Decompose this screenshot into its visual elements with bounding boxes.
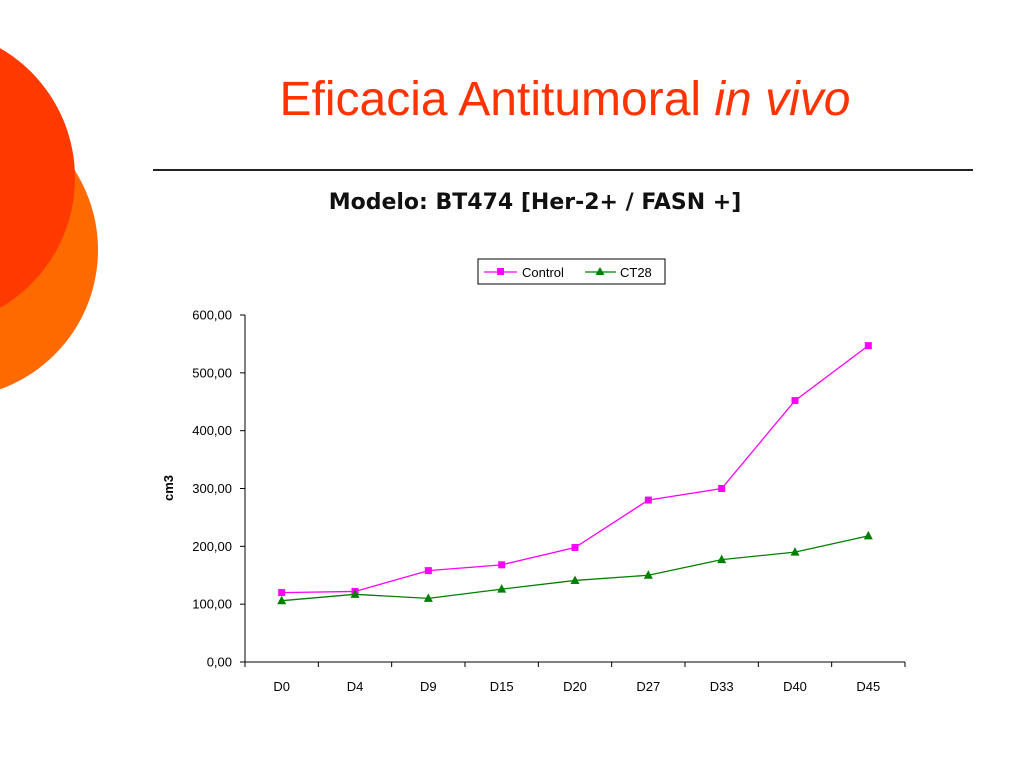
x-tick-label: D45 xyxy=(856,679,880,694)
title-divider xyxy=(153,169,973,171)
y-tick-label: 400,00 xyxy=(192,423,232,438)
data-point-ct28 xyxy=(277,595,287,605)
data-point-control xyxy=(718,485,726,492)
slide-title-main: Eficacia Antitumoral xyxy=(279,73,715,126)
data-point-control xyxy=(498,561,506,569)
data-point-control xyxy=(424,567,432,575)
data-point-ct28 xyxy=(497,584,507,593)
data-point-control xyxy=(644,496,652,504)
data-point-control xyxy=(278,589,286,597)
x-tick-label: D0 xyxy=(273,679,290,694)
x-tick-label: D4 xyxy=(347,679,364,694)
series-line-control xyxy=(281,345,869,594)
legend-ct28-marker xyxy=(595,267,605,275)
y-tick-label: 0,00 xyxy=(207,655,232,670)
x-tick-label: D33 xyxy=(710,679,734,694)
x-tick-label: D27 xyxy=(636,679,660,694)
chart-series xyxy=(277,342,873,605)
legend-box xyxy=(477,258,666,285)
data-point-ct28 xyxy=(423,593,433,602)
legend-control-label: Control xyxy=(522,265,564,280)
data-point-ct28 xyxy=(717,554,727,564)
data-point-ct28 xyxy=(570,575,580,584)
x-tick-label: D15 xyxy=(490,679,514,694)
chart-title: Modelo: BT474 [Her-2+ / FASN +] xyxy=(328,190,742,215)
chart-axes xyxy=(240,314,906,667)
data-point-ct28 xyxy=(790,547,800,556)
legend-ct28-label: CT28 xyxy=(620,265,652,280)
y-tick-label: 200,00 xyxy=(192,539,232,554)
y-tick-label: 600,00 xyxy=(192,308,232,323)
y-axis-title: cm3 xyxy=(161,475,176,501)
chart-legend: Control CT28 xyxy=(477,258,666,285)
y-tick-label: 300,00 xyxy=(192,481,232,496)
x-tick-label: D9 xyxy=(420,679,437,694)
data-point-ct28 xyxy=(350,589,360,598)
data-point-control xyxy=(791,397,799,405)
red-circle-shape xyxy=(0,48,75,308)
y-tick-label: 500,00 xyxy=(192,365,232,380)
legend-control-marker xyxy=(497,268,504,275)
data-point-ct28 xyxy=(643,570,653,579)
y-tick-labels: 0,00 100,00 200,00 300,00 400,00 500,00 600,00 xyxy=(192,308,232,670)
slide-title-italic: in vivo xyxy=(714,73,851,126)
y-tick-label: 100,00 xyxy=(192,597,232,612)
data-point-control xyxy=(571,543,579,551)
decorative-circles xyxy=(0,48,98,390)
data-point-ct28 xyxy=(863,530,873,540)
x-tick-label: D20 xyxy=(563,679,587,694)
slide-title: Eficacia Antitumoral in vivo xyxy=(150,70,980,130)
data-point-control xyxy=(864,342,872,350)
x-tick-label: D40 xyxy=(783,679,807,694)
x-tick-labels: D0 D4 D9 D15 D20 D27 D33 D40 D45 xyxy=(273,679,880,694)
